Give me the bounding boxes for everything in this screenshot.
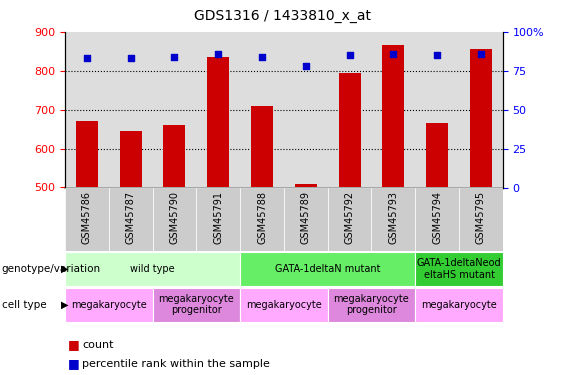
Bar (372, 188, 415, 251)
Text: GSM45786: GSM45786 (82, 190, 92, 244)
Point (301, 63, 310, 69)
Text: GSM45794: GSM45794 (432, 190, 442, 244)
Point (126, 56, 135, 62)
Bar (120, 131, 142, 188)
Bar (415, 188, 459, 251)
Text: megakaryocyte: megakaryocyte (246, 300, 322, 310)
Text: genotype/variation: genotype/variation (2, 264, 101, 274)
Text: ▶: ▶ (61, 300, 68, 310)
Bar (76, 122, 98, 188)
Bar (295, 184, 317, 188)
Text: percentile rank within the sample: percentile rank within the sample (82, 359, 270, 369)
Point (476, 51, 485, 57)
Point (389, 51, 398, 57)
Bar (240, 252, 415, 286)
Text: GATA-1deltaNeod
eltaHS mutant: GATA-1deltaNeod eltaHS mutant (417, 258, 501, 280)
Text: count: count (82, 340, 114, 350)
Point (433, 52, 442, 58)
Text: megakaryocyte: megakaryocyte (421, 300, 497, 310)
Bar (65, 188, 109, 251)
Point (82, 56, 92, 62)
Text: wild type: wild type (131, 264, 175, 274)
Bar (426, 123, 448, 188)
Text: cell type: cell type (2, 300, 46, 310)
Text: GSM45795: GSM45795 (476, 190, 486, 244)
Text: GATA-1deltaN mutant: GATA-1deltaN mutant (275, 264, 380, 274)
Bar (383, 45, 405, 188)
Text: ■: ■ (68, 357, 80, 370)
Text: ■: ■ (68, 339, 80, 351)
Point (258, 54, 267, 60)
Text: GSM45787: GSM45787 (125, 190, 136, 244)
Text: megakaryocyte
progenitor: megakaryocyte progenitor (158, 294, 234, 315)
Bar (240, 288, 328, 322)
Text: GDS1316 / 1433810_x_at: GDS1316 / 1433810_x_at (194, 9, 371, 23)
Point (214, 51, 223, 57)
Point (170, 54, 179, 60)
Text: ▶: ▶ (61, 264, 68, 274)
Bar (470, 50, 492, 188)
Text: GSM45793: GSM45793 (388, 190, 398, 244)
Point (345, 52, 354, 58)
Text: megakaryocyte: megakaryocyte (71, 300, 147, 310)
Bar (415, 252, 503, 286)
Text: GSM45791: GSM45791 (213, 190, 223, 244)
Text: GSM45789: GSM45789 (301, 190, 311, 244)
Bar (108, 188, 153, 251)
Bar (251, 106, 273, 188)
Text: GSM45790: GSM45790 (170, 190, 180, 244)
Bar (207, 57, 229, 188)
Bar (153, 188, 197, 251)
Bar (338, 73, 360, 188)
Bar (328, 188, 372, 251)
Bar (328, 288, 415, 322)
Bar (163, 125, 185, 188)
Text: GSM45788: GSM45788 (257, 190, 267, 244)
Bar (197, 188, 240, 251)
Bar (415, 288, 503, 322)
Bar (459, 188, 503, 251)
Bar (284, 188, 328, 251)
Bar (65, 252, 240, 286)
Bar (65, 288, 153, 322)
Bar (153, 288, 240, 322)
Bar (240, 188, 284, 251)
Text: megakaryocyte
progenitor: megakaryocyte progenitor (333, 294, 410, 315)
Text: GSM45792: GSM45792 (345, 190, 355, 244)
